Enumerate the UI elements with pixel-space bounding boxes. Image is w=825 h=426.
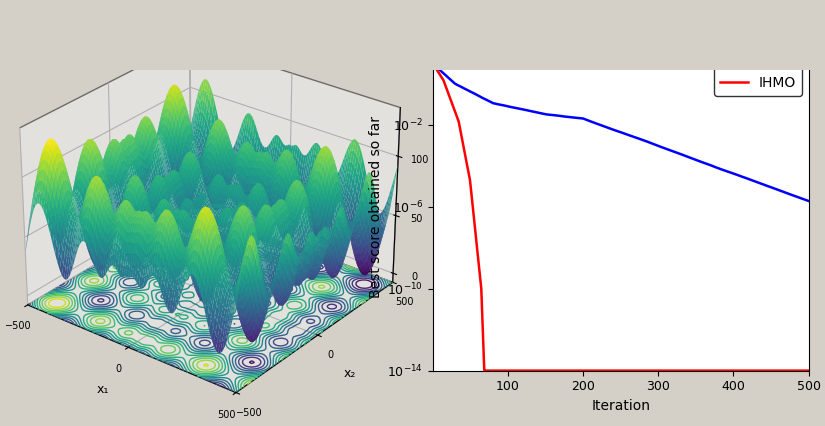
HMO bbox=[736, 174, 746, 179]
HMO bbox=[652, 143, 662, 148]
X-axis label: x₁: x₁ bbox=[97, 383, 109, 397]
IHMO bbox=[428, 61, 438, 66]
Y-axis label: x₂: x₂ bbox=[343, 367, 356, 380]
IHMO bbox=[737, 368, 747, 373]
HMO bbox=[428, 61, 438, 66]
IHMO bbox=[804, 368, 813, 373]
Line: IHMO: IHMO bbox=[433, 64, 808, 371]
HMO bbox=[794, 195, 804, 200]
HMO bbox=[606, 127, 616, 132]
IHMO bbox=[653, 368, 662, 373]
HMO bbox=[804, 199, 813, 204]
Title: Convergence curve: Convergence curve bbox=[546, 22, 695, 37]
IHMO bbox=[607, 368, 617, 373]
Line: HMO: HMO bbox=[433, 64, 808, 201]
Title: Test function: Test function bbox=[158, 0, 255, 7]
HMO bbox=[609, 127, 619, 132]
Legend: HMO, IHMO: HMO, IHMO bbox=[714, 49, 802, 95]
X-axis label: Iteration: Iteration bbox=[592, 399, 650, 413]
HMO bbox=[631, 135, 641, 141]
IHMO bbox=[480, 368, 490, 373]
Y-axis label: Best score obtained so far: Best score obtained so far bbox=[370, 115, 384, 298]
IHMO bbox=[632, 368, 642, 373]
IHMO bbox=[795, 368, 805, 373]
IHMO bbox=[610, 368, 620, 373]
